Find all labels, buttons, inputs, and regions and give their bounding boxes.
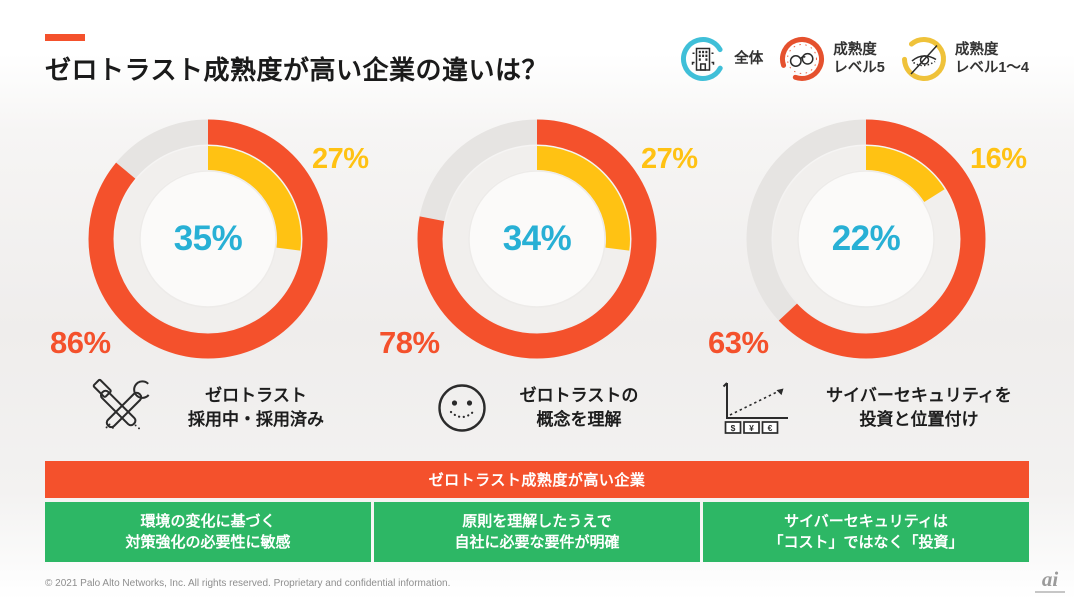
binoculars-icon: [780, 37, 825, 81]
chart-caption: ゼロトラスト 採用中・採用済み: [188, 386, 324, 429]
investment-icon: $ ¥ €: [722, 382, 789, 434]
donut-svg: [417, 119, 657, 359]
caption-row: ゼロトラストの 概念を理解: [374, 377, 700, 439]
chart-caption: サイバーセキュリティを 投資と位置付け: [826, 386, 1012, 429]
finding-investment: サイバーセキュリティは 「コスト」ではなく「投資」: [703, 502, 1029, 562]
inner-arc-level1-4: [773, 146, 959, 332]
chart-block-adoption: 27% 86% 35% ゼロトラスト 採用中・採用済み: [45, 101, 371, 439]
overall-value: 22%: [831, 219, 901, 258]
overall-value: 35%: [173, 219, 243, 258]
eye-off-icon: [901, 37, 946, 81]
currency-euro: €: [768, 423, 773, 433]
chart-block-investment: 16% 63% 22% $ ¥ €: [703, 101, 1029, 439]
tools-icon: [92, 378, 150, 430]
donut-chart-understanding: 27% 78% 34%: [379, 119, 698, 360]
title-block: ゼロトラスト成熟度が高い企業の違いは？: [45, 34, 548, 87]
caption-row: $ ¥ € サイバーセキュリティを 投資と位置付け: [703, 377, 1029, 439]
legend: 全体 成熟度 レベル5: [680, 36, 1029, 82]
level5-value: 78%: [379, 325, 440, 360]
building-icon: [681, 37, 726, 81]
outer-arc-level5: [88, 119, 328, 359]
donut-chart-investment: 16% 63% 22%: [708, 119, 1027, 360]
legend-label: 成熟度 レベル5: [833, 41, 885, 76]
level1-4-value: 27%: [641, 143, 698, 175]
currency-dollar: $: [731, 423, 736, 433]
donut-svg: [746, 119, 986, 359]
accent-dash: [45, 34, 85, 41]
overall-value: 34%: [502, 219, 572, 258]
page-title: ゼロトラスト成熟度が高い企業の違いは？: [45, 55, 548, 85]
chart-block-understanding: 27% 78% 34% ゼロトラストの 概念を理解: [374, 101, 700, 439]
ai-logo-subtext: [1035, 590, 1065, 593]
copyright: © 2021 Palo Alto Networks, Inc. All righ…: [45, 578, 451, 589]
outer-arc-level5: [417, 119, 657, 359]
charts-row: 27% 86% 35% ゼロトラスト 採用中・採用済み: [45, 101, 1029, 439]
legend-item-overall: 全体: [680, 36, 763, 82]
caption-row: ゼロトラスト 採用中・採用済み: [45, 377, 371, 439]
header: ゼロトラスト成熟度が高い企業の違いは？ 全体: [45, 34, 1029, 87]
currency-yen: ¥: [749, 423, 754, 433]
ai-logo: ai: [1035, 568, 1065, 593]
legend-label: 成熟度 レベル1〜4: [954, 41, 1029, 76]
inner-arc-level1-4: [115, 146, 301, 332]
level5-value: 63%: [708, 325, 769, 360]
smiley-icon: [437, 384, 486, 432]
legend-item-level1-4: 成熟度 レベル1〜4: [901, 36, 1029, 82]
level1-4-value: 27%: [312, 143, 369, 175]
level5-value: 86%: [50, 325, 111, 360]
finding-environment: 環境の変化に基づく 対策強化の必要性に敏感: [45, 502, 371, 562]
legend-item-level5: 成熟度 レベル5: [779, 36, 885, 82]
level1-4-value: 16%: [970, 143, 1027, 175]
donut-svg: [88, 119, 328, 359]
finding-principles: 原則を理解したうえで 自社に必要な要件が明確: [374, 502, 700, 562]
inner-arc-level1-4: [444, 146, 630, 332]
outer-arc-level5: [746, 119, 986, 359]
summary-banner: ゼロトラスト成熟度が高い企業: [45, 461, 1029, 498]
legend-label: 全体: [734, 50, 764, 67]
donut-chart-adoption: 27% 86% 35%: [50, 119, 369, 360]
findings-row: 環境の変化に基づく 対策強化の必要性に敏感 原則を理解したうえで 自社に必要な要…: [45, 502, 1029, 562]
chart-caption: ゼロトラストの 概念を理解: [519, 386, 639, 429]
